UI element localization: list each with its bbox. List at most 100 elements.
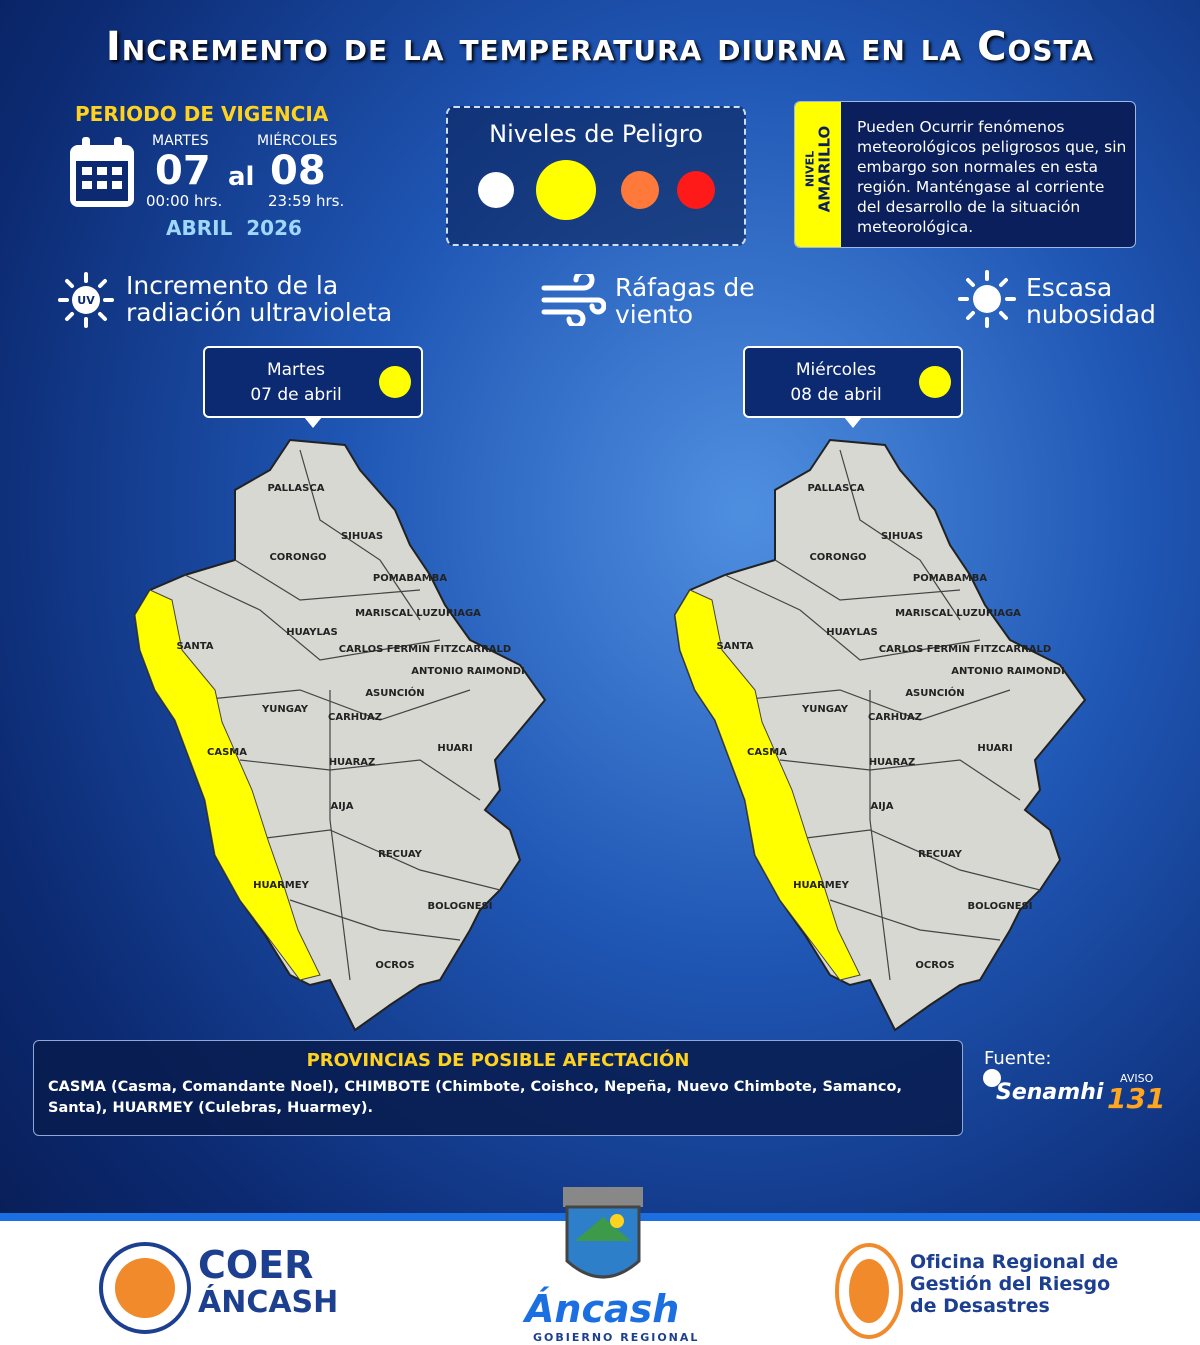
start-time: 00:00 hrs. xyxy=(146,192,223,210)
connector: al xyxy=(228,162,255,192)
wind-icon xyxy=(541,274,606,326)
source-name: Senamhi xyxy=(996,1080,1104,1105)
affected-title: PROVINCIAS DE POSIBLE AFECTACIÓN xyxy=(306,1050,690,1071)
province-border xyxy=(789,829,1041,891)
start-day: MARTES xyxy=(152,133,209,149)
title: Incremento de la temperatura diurna en l… xyxy=(105,24,1095,70)
province-label: HUARI xyxy=(437,743,472,754)
province-label: CORONGO xyxy=(809,552,866,563)
map-date: 07 de abril xyxy=(250,385,341,405)
province-label: CARLOS FERMIN FITZCARRALD xyxy=(339,644,511,655)
province-label: POMABAMBA xyxy=(373,573,447,584)
province-label: SANTA xyxy=(176,641,213,652)
province-label: RECUAY xyxy=(918,849,962,860)
level-box: NIVEL AMARILLO Pueden Ocurrir fenómenos … xyxy=(794,101,1136,248)
callout-pointer xyxy=(844,417,862,428)
province-border xyxy=(289,899,461,941)
province-border xyxy=(774,559,961,601)
province-border xyxy=(724,574,981,661)
province-label: MARISCAL LUZURIAGA xyxy=(355,608,481,619)
gov-name: Áncash xyxy=(525,1287,680,1331)
province-border xyxy=(249,829,501,891)
province-border xyxy=(234,559,421,601)
warning-area xyxy=(134,589,321,981)
province-label: HUAYLAS xyxy=(826,627,878,638)
uv-label: UV xyxy=(77,294,95,307)
province-label: CARHUAZ xyxy=(868,712,922,723)
province-label: ANTONIO RAIMONDI xyxy=(411,666,525,677)
province-label: HUARAZ xyxy=(329,757,376,768)
affected-text: CASMA (Casma, Comandante Noel), CHIMBOTE… xyxy=(48,1079,902,1116)
province-label: CASMA xyxy=(207,747,247,758)
province-label: BOLOGNESI xyxy=(968,901,1033,912)
senamhi-icon xyxy=(983,1069,1001,1087)
province-label: RECUAY xyxy=(378,849,422,860)
period-label: PERIODO DE VIGENCIA xyxy=(75,102,329,126)
province-label: OCROS xyxy=(375,960,414,971)
warning-area xyxy=(674,589,861,981)
levels-dots xyxy=(478,160,715,220)
province-label: ASUNCIÓN xyxy=(365,686,424,699)
province-label: SIHUAS xyxy=(881,531,923,542)
province-border xyxy=(184,574,441,661)
level-description: Pueden Ocurrir fenómenos meteorológicos … xyxy=(857,118,1127,236)
gov-label: GOBIERNO REGIONAL xyxy=(533,1331,700,1344)
province-label: CARLOS FERMIN FITZCARRALD xyxy=(879,644,1051,655)
footer: COER ÁNCASH Áncash GOBIERNO REGIONAL Ofi… xyxy=(0,1187,1200,1345)
notice-label: AVISO xyxy=(1120,1072,1154,1085)
province-border xyxy=(329,690,351,981)
province-label: HUAYLAS xyxy=(286,627,338,638)
levels-title: Niveles de Peligro xyxy=(489,120,703,148)
province-label: CARHUAZ xyxy=(328,712,382,723)
province-label: HUARMEY xyxy=(793,880,849,891)
orgrd-name: Oficina Regional de Gestión del Riesgo d… xyxy=(910,1251,1118,1317)
province-label: AIJA xyxy=(331,801,354,812)
start-date: 07 xyxy=(155,148,211,194)
sun-icon xyxy=(958,270,1016,328)
end-time: 23:59 hrs. xyxy=(268,192,345,210)
maps: PALLASCA SIHUAS CORONGO POMABAMBA SANTA HUAYL… xyxy=(133,346,1087,1032)
province-border xyxy=(869,690,891,981)
map-day: Miércoles xyxy=(796,360,876,380)
province-label: CORONGO xyxy=(269,552,326,563)
province-label: CASMA xyxy=(747,747,787,758)
phenomenon: Escasa nubosidad xyxy=(1026,273,1156,329)
map: PALLASCA SIHUAS CORONGO POMABAMBA SANTA HUAYL… xyxy=(673,346,1087,1032)
province-label: SANTA xyxy=(716,641,753,652)
province-label: PALLASCA xyxy=(808,483,865,494)
orgrd-line: Gestión del Riesgo xyxy=(910,1273,1111,1295)
province-label: MARISCAL LUZURIAGA xyxy=(895,608,1021,619)
uv-icon: UV xyxy=(58,272,114,328)
level-dot xyxy=(379,366,411,398)
levels-box: Niveles de Peligro xyxy=(446,106,746,246)
level-name: AMARILLO xyxy=(815,125,834,213)
province-label: HUARAZ xyxy=(869,757,916,768)
ancash-shield xyxy=(563,1187,643,1279)
affected-box: PROVINCIAS DE POSIBLE AFECTACIÓN CASMA (… xyxy=(33,1040,963,1136)
map-day: Martes xyxy=(267,360,325,380)
province-border xyxy=(299,449,421,621)
province-label: BOLOGNESI xyxy=(428,901,493,912)
coer-logo xyxy=(99,1242,191,1334)
province-border xyxy=(779,759,1021,801)
province-label: ANTONIO RAIMONDI xyxy=(951,666,1065,677)
province-label: PALLASCA xyxy=(268,483,325,494)
callout-pointer xyxy=(304,417,322,428)
end-day: MIÉRCOLES xyxy=(257,133,338,149)
province-border xyxy=(239,759,481,801)
coer-name: COER xyxy=(198,1243,314,1287)
phenomenon: Incremento de la radiación ultravioleta xyxy=(126,271,393,327)
coer-region: ÁNCASH xyxy=(198,1285,339,1320)
province-label: ASUNCIÓN xyxy=(905,686,964,699)
phenomenon: Ráfagas de viento xyxy=(615,273,755,329)
province-label: HUARI xyxy=(977,743,1012,754)
province-border xyxy=(739,689,1011,721)
province-label: AIJA xyxy=(871,801,894,812)
month-year: ABRIL 2026 xyxy=(166,216,302,240)
map: PALLASCA SIHUAS CORONGO POMABAMBA SANTA HUAYL… xyxy=(133,346,547,1032)
province-label: YUNGAY xyxy=(261,704,309,715)
level-dot xyxy=(919,366,951,398)
province-label: YUNGAY xyxy=(801,704,849,715)
source-label: Fuente: xyxy=(984,1048,1052,1069)
